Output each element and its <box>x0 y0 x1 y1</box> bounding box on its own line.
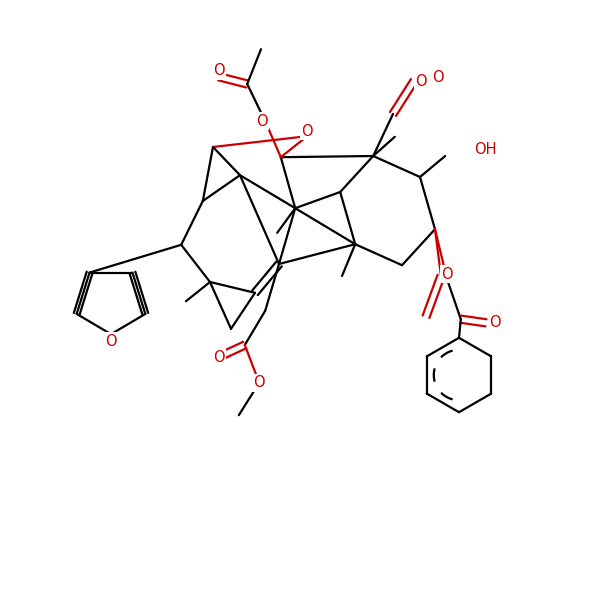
Text: O: O <box>489 316 501 330</box>
Text: O: O <box>441 266 453 282</box>
Text: O: O <box>256 113 268 128</box>
Text: O: O <box>415 73 427 88</box>
Text: O: O <box>301 124 313 139</box>
Text: O: O <box>213 63 225 78</box>
Text: O: O <box>213 349 225 364</box>
Text: OH: OH <box>474 142 497 157</box>
Text: O: O <box>432 70 443 85</box>
Text: O: O <box>105 334 117 349</box>
Text: O: O <box>253 376 265 390</box>
